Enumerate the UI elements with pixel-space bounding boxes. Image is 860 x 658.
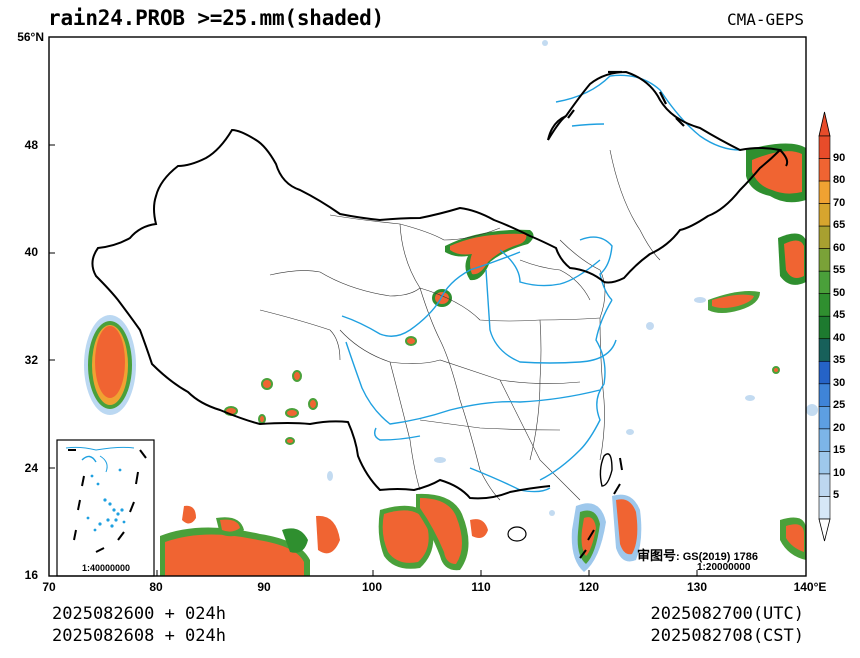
colorbar-swatch (818, 225, 831, 249)
lat-tick-40: 40 (24, 245, 38, 259)
colorbar-swatch (818, 360, 831, 385)
colorbar-label: 65 (833, 219, 846, 232)
lat-tick-48: 48 (24, 138, 38, 152)
colorbar-label: 25 (833, 399, 846, 412)
sea-dashes (579, 457, 623, 559)
chart-title: rain24.PROB >=25.mm(shaded) (48, 6, 384, 30)
taiwan-outline (599, 453, 613, 487)
colorbar-swatch (818, 248, 831, 272)
lon-tick-110: 110 (471, 580, 491, 594)
colorbar-label: 55 (833, 264, 846, 277)
lat-tick-32: 32 (24, 353, 38, 367)
colorbar (818, 111, 831, 542)
colorbar-label: 50 (833, 286, 846, 299)
province-lines (259, 149, 661, 501)
inset-frame (56, 439, 155, 577)
colorbar-label: 70 (833, 196, 846, 209)
colorbar-label: 40 (833, 331, 846, 344)
northeast-border (547, 115, 789, 167)
init-time-utc: 2025082600 + 024h (52, 604, 226, 624)
lon-tick-140: 140°E (793, 580, 827, 594)
inset-scale: 1:40000000 (82, 563, 131, 573)
model-label: CMA-GEPS (726, 10, 804, 29)
lon-tick-70: 70 (42, 580, 56, 594)
review-label: 审图号 (637, 548, 677, 563)
colorbar-swatch (818, 406, 831, 430)
lat-tick-16: 16 (24, 568, 38, 582)
review-number: 审图号: GS(2019) 1786 (637, 545, 758, 564)
colorbar-swatch (818, 496, 831, 520)
colorbar-swatch (818, 270, 831, 295)
colorbar-label: 30 (833, 376, 846, 389)
colorbar-swatch (818, 135, 831, 159)
colorbar-swatch (818, 428, 831, 452)
colorbar-label: 60 (833, 241, 846, 254)
lat-tick-24: 24 (24, 461, 38, 475)
lat-tick-56: 56°N (17, 30, 44, 44)
china-border (91, 70, 783, 500)
colorbar-swatch (818, 383, 831, 407)
colorbar-swatch (818, 293, 831, 317)
colorbar-label: 20 (833, 421, 846, 434)
lon-tick-130: 130 (686, 580, 708, 594)
lon-tick-100: 100 (361, 580, 383, 594)
valid-time-cst: 2025082708(CST) (650, 626, 804, 646)
lon-tick-80: 80 (149, 580, 163, 594)
colorbar-bottom-arrow (818, 518, 831, 542)
colorbar-label: 10 (833, 466, 846, 479)
lon-tick-120: 120 (578, 580, 600, 594)
init-time-cst: 2025082608 + 024h (52, 626, 226, 646)
inset-map (65, 446, 147, 553)
colorbar-top-arrow (818, 111, 831, 137)
colorbar-swatch (818, 203, 831, 227)
valid-time-utc: 2025082700(UTC) (650, 604, 804, 624)
ne-dashes (567, 70, 685, 127)
review-code: : GS(2019) 1786 (676, 551, 758, 563)
precip-shading (58, 40, 818, 576)
colorbar-label: 5 (833, 489, 840, 502)
colorbar-swatch (818, 451, 831, 475)
colorbar-label: 80 (833, 174, 846, 187)
colorbar-swatch (818, 338, 831, 362)
colorbar-swatch (818, 315, 831, 340)
lon-tick-90: 90 (257, 580, 271, 594)
colorbar-label: 15 (833, 444, 846, 457)
colorbar-label: 45 (833, 309, 846, 322)
colorbar-swatch (818, 473, 831, 497)
hainan-outline (507, 526, 527, 542)
rivers (341, 74, 741, 493)
map-frame (48, 36, 807, 577)
colorbar-swatch (818, 180, 831, 204)
colorbar-label: 35 (833, 354, 846, 367)
colorbar-swatch (818, 158, 831, 182)
colorbar-label: 90 (833, 151, 846, 164)
map-scale: 1:20000000 (697, 562, 751, 573)
